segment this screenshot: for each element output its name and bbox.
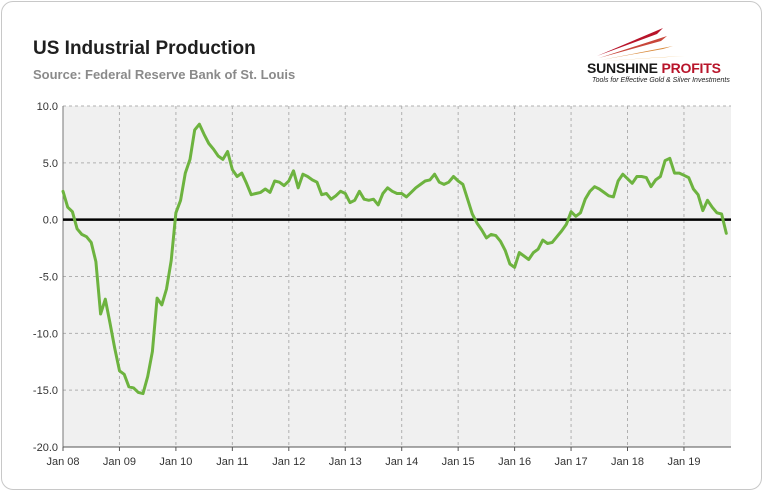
chart-title: US Industrial Production [33,38,256,59]
sunshine-profits-logo-icon [597,28,685,61]
x-tick-label: Jan 13 [329,456,362,468]
x-tick-label: Jan 12 [272,456,305,468]
logo-name-part1: SUNSHINE [587,60,658,76]
y-tick-label: 10.0 [37,101,58,113]
x-tick-label: Jan 15 [442,456,475,468]
logo-rays-icon [597,28,685,61]
x-tick-label: Jan 09 [103,456,136,468]
y-tick-label: -15.0 [33,385,58,397]
y-tick-labels: 10.0 5.0 0.0 -5.0 -10.0 -15.0 -20.0 [33,101,58,454]
x-tick-label: Jan 19 [667,456,700,468]
y-tick-label: -20.0 [33,442,58,454]
grid-lines [63,105,731,447]
plot-area [63,106,731,447]
x-tick-label: Jan 08 [46,456,79,468]
logo-tagline: Tools for Effective Gold & Silver Invest… [592,77,730,84]
x-tick-label: Jan 18 [611,456,644,468]
x-tick-label: Jan 10 [159,456,192,468]
x-tick-label: Jan 11 [216,456,248,468]
x-tick-label: Jan 14 [385,456,418,468]
x-tick-labels: Jan 08 Jan 09 Jan 10 Jan 11 Jan 12 Jan 13 Jan … [46,456,700,468]
x-tick-label: Jan 16 [498,456,531,468]
y-tick-label: 5.0 [43,158,58,170]
logo-name-part2: PROFITS [661,60,721,76]
axes [62,106,731,451]
logo-name: SUNSHINE PROFITS [587,60,721,76]
y-tick-label: -10.0 [33,328,58,340]
y-tick-label: 0.0 [43,215,58,227]
y-tick-label: -5.0 [39,272,58,284]
chart-subtitle: Source: Federal Reserve Bank of St. Loui… [33,67,296,82]
series-line-industrial-production [61,122,728,396]
x-tick-label: Jan 17 [555,456,588,468]
